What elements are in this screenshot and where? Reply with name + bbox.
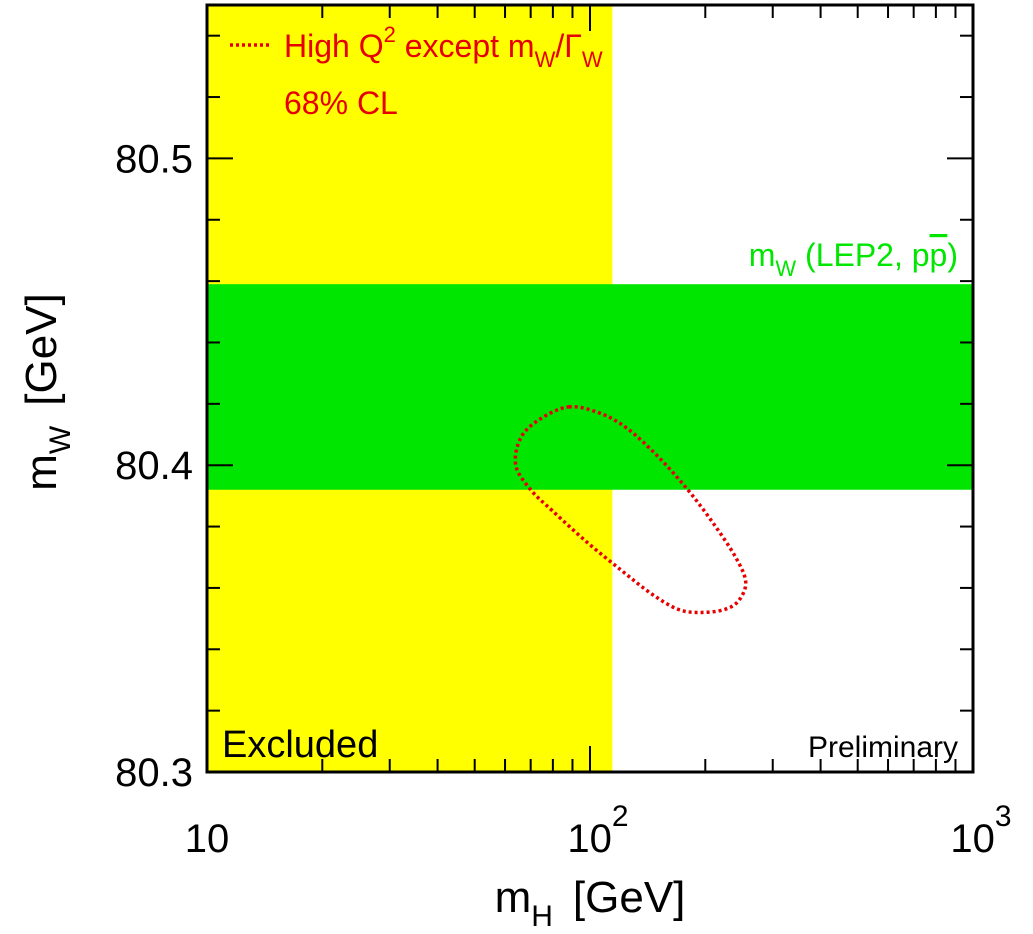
y-label-unit: [GeV]	[17, 293, 66, 406]
x-tick-label: 102	[567, 800, 628, 861]
x-tick-label: 103	[950, 800, 1011, 861]
mw-band-label: mW (LEP2, pp)	[749, 237, 958, 281]
y-label-sub: W	[44, 425, 77, 454]
band-label-sub: W	[775, 256, 796, 281]
band-label-bar: p	[930, 237, 948, 273]
cl-label: 68% CL	[284, 85, 398, 121]
band-label-close: )	[947, 237, 958, 273]
y-tick-label: 80.5	[115, 137, 193, 181]
legend-sub1: W	[535, 47, 556, 72]
x-label-main: m	[495, 873, 532, 922]
mw-band	[207, 284, 973, 490]
x-label-unit: [GeV]	[573, 873, 686, 922]
tick-labels: 80.3 80.4 80.5 10 102 103	[115, 137, 1011, 861]
legend-sup: 2	[384, 22, 396, 47]
x-label-sub: H	[531, 900, 553, 933]
legend-prefix: High Q	[284, 28, 384, 64]
band-label-main: m	[749, 237, 776, 273]
preliminary-label: Preliminary	[808, 731, 958, 764]
x-axis-label: mH [GeV]	[495, 873, 686, 933]
axis-ticks	[206, 5, 973, 773]
x-tick-label: 10	[185, 817, 230, 861]
legend-label: High Q2 except mW/ΓW	[284, 22, 603, 72]
plot-area	[207, 5, 973, 772]
y-axis-label: mW [GeV]	[17, 293, 77, 490]
excluded-label: Excluded	[222, 724, 378, 766]
legend-sub2: W	[582, 47, 603, 72]
legend-mid: except m	[396, 28, 535, 64]
legend-slash: /Γ	[555, 28, 582, 64]
y-tick-label: 80.3	[115, 751, 193, 795]
contour-68cl	[513, 404, 748, 615]
band-label-rest: (LEP2, p	[796, 237, 929, 273]
y-tick-label: 80.4	[115, 444, 193, 488]
y-label-main: m	[17, 454, 66, 491]
